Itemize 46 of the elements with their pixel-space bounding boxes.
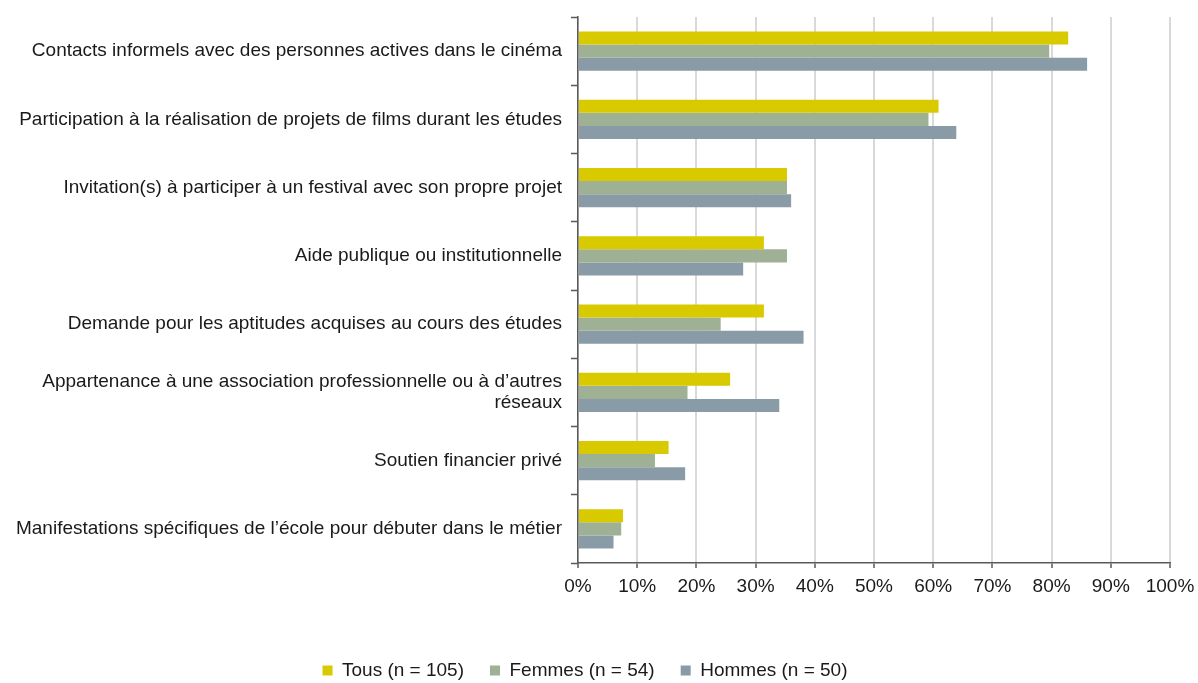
- bar: [579, 168, 787, 182]
- legend-label: Hommes (n = 50): [700, 658, 848, 680]
- bar: [579, 57, 1088, 71]
- bar: [579, 44, 1050, 58]
- bar: [579, 330, 804, 344]
- y-tick-label: Soutien financier privé: [374, 448, 562, 470]
- y-tick-label: Invitation(s) à participer à un festival avec son propre projet: [63, 175, 563, 197]
- bar: [579, 535, 614, 549]
- bar: [579, 385, 688, 399]
- bar: [579, 467, 686, 481]
- bar: [579, 304, 764, 318]
- x-tick-label: 20%: [677, 574, 716, 596]
- x-tick-label: 30%: [736, 574, 775, 596]
- x-tick-label: 60%: [914, 574, 953, 596]
- x-tick-label: 80%: [1032, 574, 1071, 596]
- legend-label: Femmes (n = 54): [509, 658, 655, 680]
- bar: [579, 99, 939, 113]
- x-tick-label: 70%: [973, 574, 1012, 596]
- bar: [579, 398, 780, 412]
- bar: [579, 31, 1069, 45]
- bar: [579, 441, 669, 455]
- bar: [579, 194, 792, 208]
- y-tick-label: Participation à la réalisation de projets de films durant les études: [19, 107, 562, 129]
- y-tick-label: Contacts informels avec des personnes actives dans le cinéma: [31, 39, 563, 61]
- y-tick-label: Manifestations spécifiques de l’école pour débuter dans le métier: [15, 517, 563, 539]
- x-tick-label: 0%: [564, 574, 592, 596]
- bar: [579, 181, 787, 195]
- y-tick-label: Demande pour les aptitudes acquises au cours des études: [67, 312, 562, 334]
- bar: [579, 249, 787, 263]
- bar: [579, 112, 929, 126]
- bar: [579, 236, 764, 250]
- bar: [579, 522, 622, 536]
- x-tick-label: 100%: [1145, 574, 1195, 596]
- legend-label: Tous (n = 105): [342, 658, 465, 680]
- bar: [579, 262, 744, 276]
- x-tick-label: 10%: [618, 574, 657, 596]
- y-tick-label: Appartenance à une association professionnelle ou à d’autres réseaux: [42, 370, 563, 413]
- bar: [579, 125, 957, 139]
- bar: [579, 454, 655, 468]
- x-tick-label: 50%: [854, 574, 894, 596]
- x-tick-label: 40%: [795, 574, 834, 596]
- y-tick-label: Aide publique ou institutionnelle: [294, 244, 562, 266]
- bar: [579, 372, 731, 386]
- x-tick-label: 90%: [1091, 574, 1130, 596]
- bar: [579, 317, 721, 331]
- bar: [579, 509, 623, 523]
